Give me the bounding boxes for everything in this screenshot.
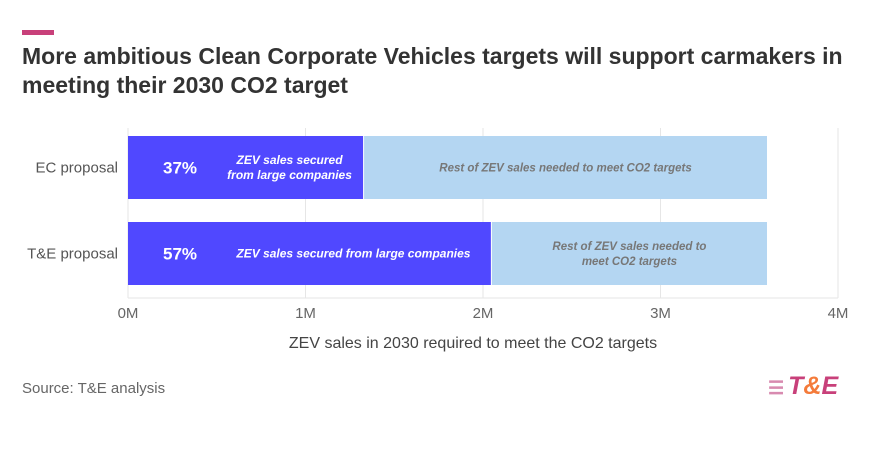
bar-segment: [364, 136, 767, 199]
bar-segment: [128, 222, 491, 285]
percent-label: 37%: [163, 159, 197, 178]
segment-label: Rest of ZEV sales needed to meet CO2 tar…: [439, 163, 691, 175]
x-tick-label: 1M: [295, 305, 316, 322]
category-label: EC proposal: [35, 160, 118, 177]
bar-segment: [128, 136, 364, 199]
accent-bar: [22, 30, 54, 35]
x-tick-label: 4M: [828, 305, 849, 322]
segment-label: ZEV sales secured from large companies: [227, 153, 352, 182]
segment-label: Rest of ZEV sales needed to meet CO2 targ…: [552, 241, 706, 268]
x-tick-label: 0M: [118, 305, 139, 322]
x-tick-label: 2M: [473, 305, 494, 322]
logo-stripes-icon: ☰: [768, 378, 784, 398]
source-note: Source: T&E analysis: [22, 380, 166, 397]
segment-label: ZEV sales secured from large companies: [235, 247, 470, 261]
percent-label: 57%: [163, 245, 197, 264]
category-label: T&E proposal: [27, 246, 118, 263]
x-axis-title: ZEV sales in 2030 required to meet the C…: [289, 335, 657, 352]
bar-segment: [491, 222, 767, 285]
chart-title: More ambitious Clean Corporate Vehicles …: [22, 43, 843, 98]
x-tick-label: 3M: [650, 305, 671, 322]
te-logo: ☰ T&E: [768, 372, 839, 400]
